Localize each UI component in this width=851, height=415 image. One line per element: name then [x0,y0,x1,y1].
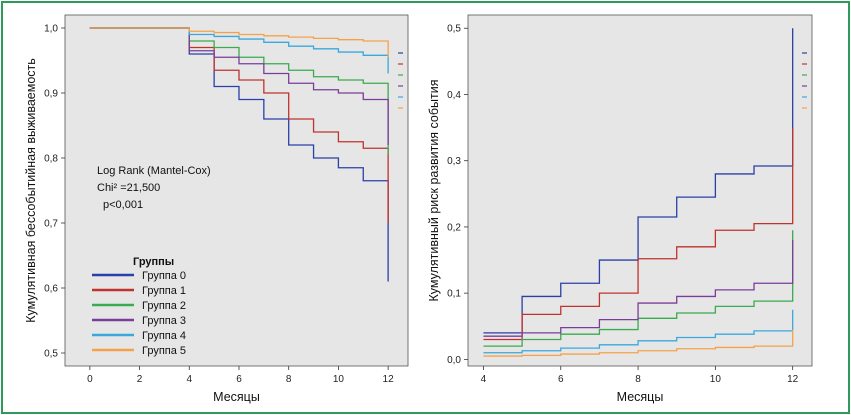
series-line-group-1 [483,127,794,341]
series-line-group-0 [483,28,794,334]
x-tick-label: 2 [137,374,143,385]
legend-label-group-3: Группа 3 [142,315,186,327]
logrank-annotation: Chi² =21,500 [97,182,160,194]
y-tick-label: 0,0 [447,355,461,366]
x-tick-label: 4 [481,374,487,385]
x-tick-label: 6 [236,374,242,385]
y-tick-label: 0,8 [44,154,58,165]
series-line-group-3 [89,27,389,145]
y-tick-label: 0,3 [447,156,461,167]
plot-area [64,14,409,367]
x-tick-label: 4 [186,374,192,385]
y-tick-label: 0,4 [447,90,461,101]
legend-label-group-5: Группа 5 [142,345,186,357]
series-line-group-5 [89,27,389,58]
x-tick-label: 6 [558,374,564,385]
logrank-annotation: p<0,001 [103,199,143,211]
legend-label-group-0: Группа 0 [142,270,186,282]
y-tick-label: 0,7 [44,219,58,230]
x-axis-label: Месяцы [213,390,260,404]
y-tick-label: 0,9 [44,89,58,100]
y-tick-label: 0,6 [44,284,58,295]
y-axis-label: Кумулятивная бессобытийная выживаемость [24,58,38,323]
x-tick-label: 10 [710,374,722,385]
x-tick-label: 12 [787,374,799,385]
legend-label-group-4: Группа 4 [142,330,186,342]
logrank-annotation: Log Rank (Mantel-Cox) [97,165,211,177]
plot-area [467,14,813,367]
legend-label-group-2: Группа 2 [142,300,186,312]
x-tick-label: 12 [383,374,395,385]
y-axis-label: Кумулятивный риск развития события [427,79,441,301]
y-tick-label: 0,1 [447,289,461,300]
legend-title: Группы [133,256,174,268]
series-line-group-2 [89,27,389,155]
y-tick-label: 0,5 [447,24,461,35]
series-line-group-3 [483,240,794,337]
x-axis-label: Месяцы [617,390,664,404]
x-tick-label: 10 [333,374,345,385]
x-tick-label: 8 [635,374,641,385]
legend-label-group-1: Группа 1 [142,285,186,297]
series-line-group-4 [89,27,389,74]
y-tick-label: 0,5 [44,349,58,360]
series-line-group-4 [483,309,794,354]
x-tick-label: 8 [286,374,292,385]
series-line-group-5 [483,329,794,357]
y-tick-label: 0,2 [447,222,461,233]
y-tick-label: 1,0 [44,24,58,35]
x-tick-label: 0 [87,374,93,385]
